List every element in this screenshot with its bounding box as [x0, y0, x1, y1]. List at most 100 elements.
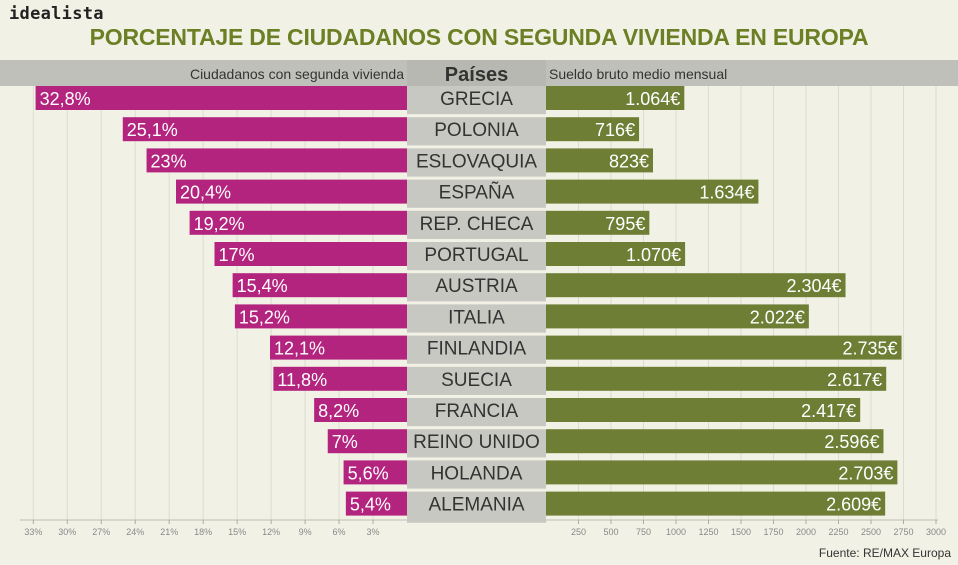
bar-right [546, 242, 686, 266]
tick-label-right: 2000 [796, 527, 816, 537]
bar-right [546, 460, 898, 485]
bar-left [35, 86, 408, 110]
tick-label-right: 500 [603, 527, 618, 537]
bar-right-label: 1.064€ [625, 89, 680, 109]
tick-label-right: 2250 [828, 527, 848, 537]
bar-left [189, 210, 407, 235]
bar-left-label: 19,2% [194, 214, 245, 234]
bar-right [546, 398, 861, 422]
bar-left [232, 273, 407, 298]
bar-left-label: 5,4% [350, 495, 391, 515]
category-label: REINO UNIDO [413, 432, 540, 453]
bar-left [343, 460, 407, 485]
category-label: ESPAÑA [439, 182, 515, 204]
bar-left [146, 148, 407, 173]
bar-right [546, 148, 653, 173]
bar-left-label: 5,6% [348, 463, 389, 483]
row-separator [407, 332, 546, 336]
bar-left-label: 17% [219, 245, 255, 265]
bar-right [546, 86, 685, 110]
category-label: FRANCIA [435, 401, 519, 422]
bar-left-label: 20,4% [180, 183, 231, 203]
tick-label-right: 2750 [893, 527, 913, 537]
category-label: ITALIA [448, 307, 505, 328]
bar-right [546, 366, 887, 391]
tick-label-left: 21% [160, 527, 178, 537]
tick-label-left: 33% [24, 527, 42, 537]
row-separator [407, 270, 546, 274]
category-label: ALEMANIA [428, 495, 524, 516]
tick-label-right: 1000 [666, 527, 686, 537]
bar-right [546, 491, 886, 516]
tick-label-left: 30% [58, 527, 76, 537]
category-label: REP. CHECA [420, 214, 534, 235]
bar-left-label: 8,2% [318, 401, 359, 421]
bar-left [176, 179, 407, 204]
bar-left-label: 12,1% [274, 339, 325, 359]
row-separator [407, 301, 546, 305]
bar-right-label: 823€ [609, 151, 649, 171]
bar-left-label: 32,8% [40, 89, 91, 109]
bar-right [546, 429, 884, 454]
tick-label-right: 1750 [763, 527, 783, 537]
row-separator [407, 176, 546, 180]
tick-label-right: 3000 [926, 527, 946, 537]
row-separator [407, 114, 546, 118]
category-label: SUECIA [441, 370, 512, 391]
bar-right-label: 1.634€ [699, 183, 754, 203]
category-label: HOLANDA [431, 463, 523, 484]
brand-logo: idealista [9, 4, 104, 24]
bar-left [269, 335, 407, 360]
bar-right-label: 2.735€ [842, 339, 897, 359]
tick-label-left: 12% [262, 527, 280, 537]
bar-right-label: 2.596€ [824, 432, 879, 452]
bar-right-label: 2.304€ [786, 276, 841, 296]
row-separator [407, 395, 546, 398]
bar-right [546, 304, 809, 329]
bar-right-label: 2.022€ [750, 307, 805, 327]
category-label: ESLOVAQUIA [416, 151, 537, 172]
tick-label-left: 18% [194, 527, 212, 537]
bar-right-label: 795€ [605, 214, 645, 234]
bar-left [214, 242, 407, 266]
bar-left-label: 23% [151, 151, 187, 171]
row-separator [407, 426, 546, 430]
row-separator [407, 207, 546, 211]
tick-label-left: 15% [228, 527, 246, 537]
bar-left-label: 15,4% [237, 276, 288, 296]
bar-left-label: 25,1% [127, 120, 178, 140]
tick-label-right: 2500 [861, 527, 881, 537]
category-label: GRECIA [440, 89, 513, 110]
bar-right-label: 2.609€ [826, 495, 881, 515]
category-label: AUSTRIA [435, 276, 518, 297]
chart-title: PORCENTAJE DE CIUDADANOS CON SEGUNDA VIV… [89, 24, 869, 50]
row-separator [407, 488, 546, 492]
bar-right [546, 179, 759, 204]
tick-label-right: 750 [636, 527, 651, 537]
category-label: POLONIA [434, 120, 519, 141]
category-header: Países [445, 64, 508, 86]
bar-left [314, 398, 407, 422]
bar-right [546, 210, 650, 235]
bar-left [273, 366, 407, 391]
bar-right-label: 716€ [595, 120, 635, 140]
category-label: FINLANDIA [427, 339, 527, 360]
bar-right-label: 1.070€ [626, 245, 681, 265]
bar-right-label: 2.703€ [838, 463, 893, 483]
bar-left [345, 491, 407, 516]
bar-right-label: 2.617€ [827, 370, 882, 390]
tick-label-right: 1500 [731, 527, 751, 537]
bar-left [327, 429, 407, 454]
tick-label-right: 250 [571, 527, 586, 537]
category-label: PORTUGAL [424, 245, 528, 266]
row-separator [407, 239, 546, 242]
source-note: Fuente: RE/MAX Europa [818, 546, 951, 560]
tick-label-left: 3% [367, 527, 380, 537]
bar-right [546, 273, 846, 298]
tick-label-left: 6% [333, 527, 346, 537]
bar-right [546, 117, 640, 142]
tick-label-left: 9% [299, 527, 312, 537]
bar-left-label: 15,2% [239, 307, 290, 327]
